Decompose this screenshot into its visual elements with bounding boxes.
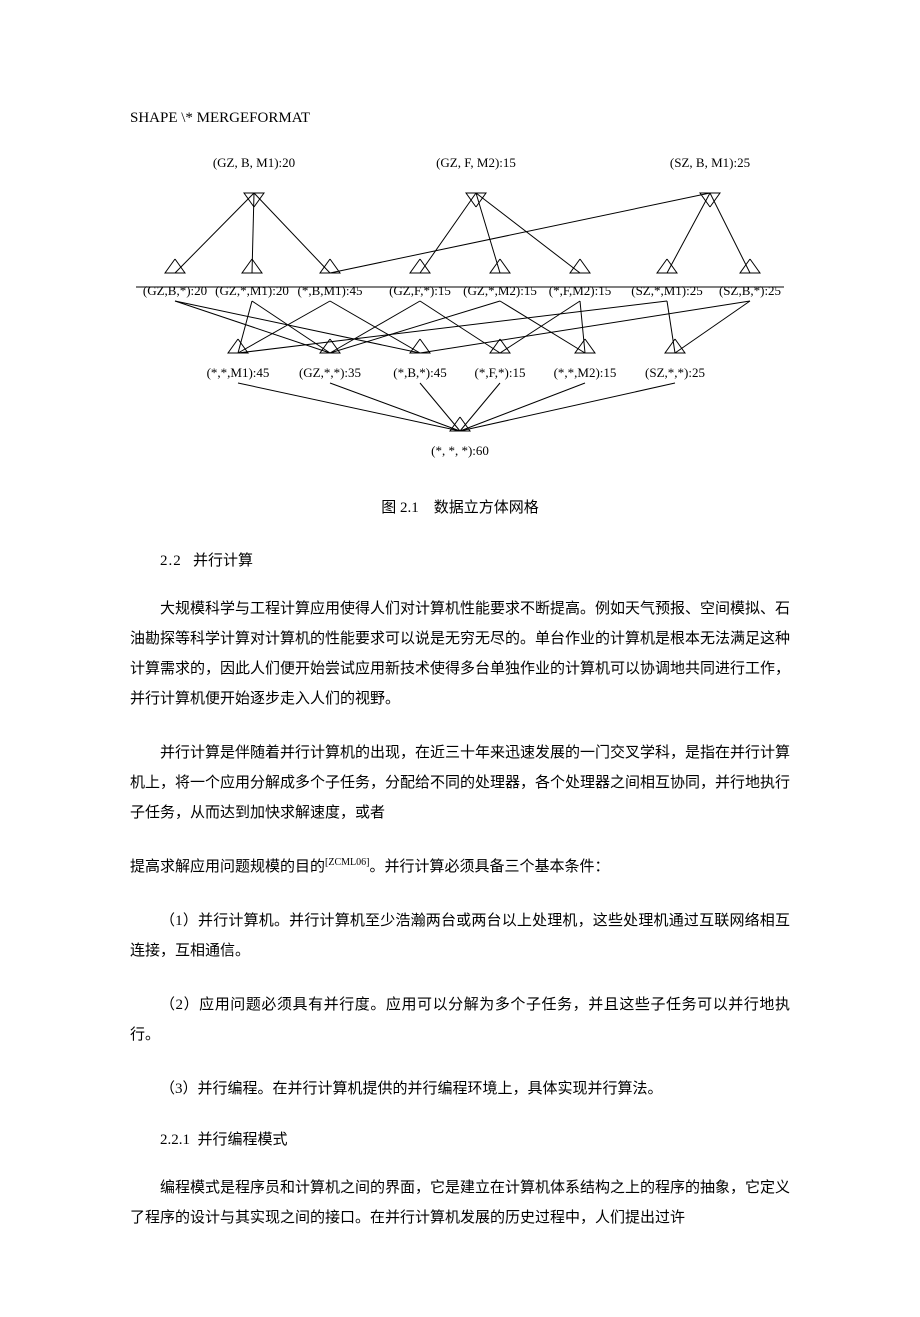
- subsection-number: 2.2.1: [160, 1132, 190, 1148]
- svg-text:(SZ,*,*):25: (SZ,*,*):25: [645, 365, 705, 380]
- shape-mergeformat-field: SHAPE \* MERGEFORMAT: [130, 110, 790, 127]
- svg-text:(GZ,F,*):15: (GZ,F,*):15: [389, 283, 451, 298]
- svg-text:(SZ, B, M1):25: (SZ, B, M1):25: [670, 155, 750, 170]
- svg-text:(*,*,M1):45: (*,*,M1):45: [207, 365, 270, 380]
- section-title: 并行计算: [193, 553, 253, 569]
- paragraph-3-pre: 提高求解应用问题规模的目的: [130, 859, 325, 875]
- svg-text:(*, *, *):60: (*, *, *):60: [431, 443, 489, 458]
- svg-text:(SZ,*,M1):25: (SZ,*,M1):25: [631, 283, 703, 298]
- figure-title: 数据立方体网格: [434, 500, 539, 516]
- svg-text:(*,B,M1):45: (*,B,M1):45: [298, 283, 363, 298]
- svg-text:(GZ,*,M1):20: (GZ,*,M1):20: [215, 283, 289, 298]
- svg-text:(GZ, B, M1):20: (GZ, B, M1):20: [213, 155, 295, 170]
- figure-number: 图 2.1: [381, 500, 419, 516]
- svg-text:(*,*,M2):15: (*,*,M2):15: [554, 365, 617, 380]
- svg-text:(GZ, F, M2):15: (GZ, F, M2):15: [436, 155, 516, 170]
- paragraph-4: 编程模式是程序员和计算机之间的界面，它是建立在计算机体系结构之上的程序的抽象，它…: [130, 1173, 790, 1233]
- paragraph-2: 并行计算是伴随着并行计算机的出现，在近三十年来迅速发展的一门交叉学科，是指在并行…: [130, 738, 790, 828]
- figure-caption: 图 2.1 数据立方体网格: [130, 496, 790, 517]
- svg-text:(GZ,*,M2):15: (GZ,*,M2):15: [463, 283, 537, 298]
- svg-text:(GZ,B,*):20: (GZ,B,*):20: [143, 283, 207, 298]
- svg-text:(*,B,*):45: (*,B,*):45: [393, 365, 446, 380]
- section-number: 2.2: [160, 553, 182, 569]
- svg-text:(SZ,B,*):25: (SZ,B,*):25: [719, 283, 781, 298]
- list-item-1: （1）并行计算机。并行计算机至少浩瀚两台或两台以上处理机，这些处理机通过互联网络…: [130, 906, 790, 966]
- page-root: SHAPE \* MERGEFORMAT (GZ, B, M1):20(GZ, …: [0, 0, 920, 1317]
- svg-text:(*,F,*):15: (*,F,*):15: [475, 365, 526, 380]
- svg-text:(GZ,*,*):35: (GZ,*,*):35: [299, 365, 361, 380]
- lattice-svg: (GZ, B, M1):20 (GZ, F, M2):15 (SZ, B, M1):…: [130, 147, 790, 467]
- lattice-diagram: (GZ, B, M1):20 (GZ, F, M2):15 (SZ, B, M1):…: [130, 147, 790, 472]
- section-2-2-1-heading: 2.2.1 并行编程模式: [160, 1128, 790, 1149]
- list-item-3: （3）并行编程。在并行计算机提供的并行编程环境上，具体实现并行算法。: [130, 1074, 790, 1104]
- svg-text:(*,F,M2):15: (*,F,M2):15: [549, 283, 612, 298]
- section-2-2-heading: 2.2 并行计算: [160, 549, 790, 570]
- paragraph-1: 大规模科学与工程计算应用使得人们对计算机性能要求不断提高。例如天气预报、空间模拟…: [130, 594, 790, 714]
- citation-zcml06: [ZCML06]: [325, 857, 369, 868]
- subsection-title: 并行编程模式: [198, 1132, 288, 1148]
- paragraph-3-post: 。并行计算必须具备三个基本条件：: [369, 859, 609, 875]
- list-item-2: （2）应用问题必须具有并行度。应用可以分解为多个子任务，并且这些子任务可以并行地…: [130, 990, 790, 1050]
- paragraph-3: 提高求解应用问题规模的目的[ZCML06]。并行计算必须具备三个基本条件：: [130, 852, 790, 882]
